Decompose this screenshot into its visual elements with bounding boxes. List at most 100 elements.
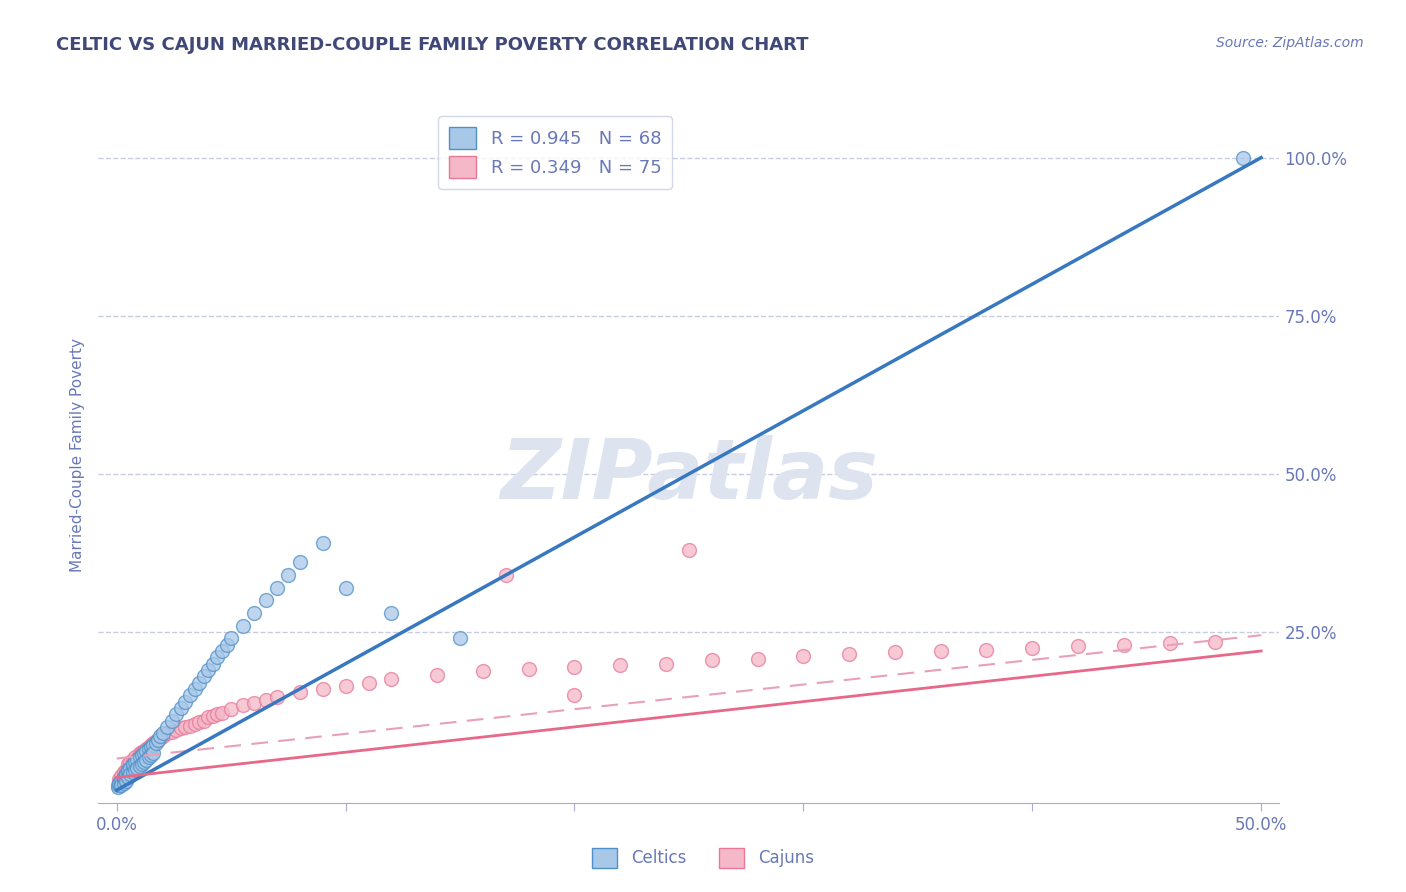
- Point: [564, 688, 586, 702]
- Point: [335, 581, 357, 595]
- Point: [110, 773, 132, 788]
- Point: [115, 773, 138, 788]
- Point: [188, 675, 211, 690]
- Point: [193, 669, 215, 683]
- Point: [655, 657, 678, 671]
- Point: [357, 675, 380, 690]
- Point: [139, 738, 162, 752]
- Point: [134, 747, 156, 761]
- Point: [380, 606, 402, 620]
- Point: [139, 748, 162, 763]
- Legend: Celtics, Cajuns: Celtics, Cajuns: [586, 841, 820, 875]
- Point: [124, 755, 146, 769]
- Point: [197, 710, 219, 724]
- Point: [127, 753, 149, 767]
- Point: [1159, 636, 1181, 650]
- Point: [232, 698, 254, 712]
- Point: [149, 731, 172, 746]
- Point: [1112, 638, 1135, 652]
- Point: [156, 726, 179, 740]
- Point: [138, 740, 160, 755]
- Point: [678, 542, 700, 557]
- Point: [179, 688, 201, 702]
- Point: [207, 650, 229, 665]
- Point: [219, 632, 242, 646]
- Point: [232, 618, 254, 632]
- Point: [134, 755, 156, 769]
- Point: [207, 707, 229, 722]
- Point: [929, 644, 952, 658]
- Point: [165, 723, 187, 737]
- Point: [884, 645, 907, 659]
- Point: [254, 693, 277, 707]
- Point: [142, 747, 165, 761]
- Point: [201, 657, 224, 671]
- Point: [124, 750, 146, 764]
- Point: [183, 716, 205, 731]
- Point: [121, 756, 143, 771]
- Point: [211, 706, 233, 720]
- Point: [174, 695, 197, 709]
- Point: [152, 730, 174, 744]
- Point: [112, 771, 135, 785]
- Point: [288, 685, 311, 699]
- Point: [449, 632, 471, 646]
- Point: [146, 732, 169, 747]
- Point: [121, 759, 143, 773]
- Point: [312, 681, 335, 696]
- Text: CELTIC VS CAJUN MARRIED-COUPLE FAMILY POVERTY CORRELATION CHART: CELTIC VS CAJUN MARRIED-COUPLE FAMILY PO…: [56, 36, 808, 54]
- Point: [219, 702, 242, 716]
- Point: [112, 772, 135, 786]
- Point: [564, 660, 586, 674]
- Point: [700, 653, 723, 667]
- Point: [115, 763, 138, 777]
- Point: [243, 696, 266, 710]
- Point: [201, 708, 224, 723]
- Point: [108, 775, 131, 789]
- Point: [108, 772, 131, 786]
- Point: [193, 714, 215, 728]
- Point: [174, 720, 197, 734]
- Point: [128, 747, 150, 761]
- Point: [156, 720, 179, 734]
- Point: [146, 732, 169, 747]
- Point: [197, 663, 219, 677]
- Point: [976, 642, 998, 657]
- Point: [471, 665, 494, 679]
- Point: [120, 755, 142, 769]
- Point: [380, 673, 402, 687]
- Point: [108, 778, 131, 792]
- Point: [160, 725, 183, 739]
- Point: [266, 581, 288, 595]
- Point: [110, 778, 132, 792]
- Point: [142, 738, 165, 752]
- Point: [120, 767, 142, 781]
- Point: [110, 773, 132, 788]
- Point: [115, 767, 138, 781]
- Point: [128, 759, 150, 773]
- Point: [107, 778, 129, 792]
- Point: [139, 740, 162, 755]
- Point: [112, 765, 135, 780]
- Point: [134, 744, 156, 758]
- Point: [108, 775, 131, 789]
- Point: [145, 734, 167, 748]
- Point: [1232, 151, 1254, 165]
- Point: [115, 767, 138, 781]
- Point: [1021, 640, 1043, 655]
- Point: [121, 753, 143, 767]
- Point: [1204, 634, 1226, 648]
- Point: [112, 775, 135, 789]
- Y-axis label: Married-Couple Family Poverty: Married-Couple Family Poverty: [69, 338, 84, 572]
- Point: [117, 761, 139, 775]
- Point: [107, 780, 129, 794]
- Point: [127, 751, 149, 765]
- Point: [188, 714, 211, 729]
- Point: [211, 644, 233, 658]
- Point: [517, 662, 540, 676]
- Point: [135, 753, 157, 767]
- Point: [254, 593, 277, 607]
- Point: [120, 759, 142, 773]
- Point: [128, 748, 150, 763]
- Point: [138, 750, 160, 764]
